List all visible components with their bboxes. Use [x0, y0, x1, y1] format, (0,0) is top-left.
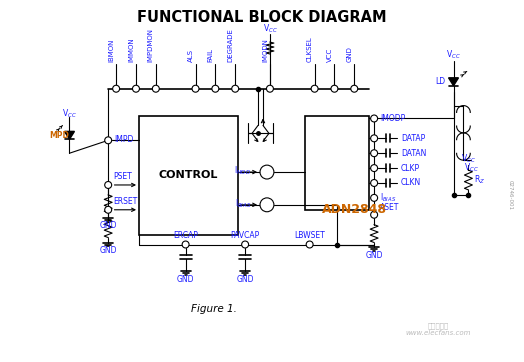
- Text: DATAP: DATAP: [401, 134, 425, 143]
- Bar: [139, 115, 238, 235]
- Text: IMMON: IMMON: [128, 37, 134, 62]
- Circle shape: [192, 85, 199, 92]
- Text: ASET: ASET: [380, 203, 399, 212]
- Circle shape: [260, 198, 274, 212]
- Circle shape: [182, 241, 189, 248]
- Text: GND: GND: [100, 246, 117, 255]
- Text: I$_{BIAS}$: I$_{BIAS}$: [380, 191, 397, 204]
- Text: GND: GND: [177, 275, 194, 284]
- Circle shape: [370, 165, 378, 172]
- Circle shape: [306, 241, 313, 248]
- Text: CLKN: CLKN: [401, 178, 421, 188]
- Text: IMPDMON: IMPDMON: [148, 28, 154, 62]
- Text: DEGRADE: DEGRADE: [227, 28, 233, 62]
- Circle shape: [105, 137, 112, 144]
- Bar: [304, 115, 369, 210]
- Circle shape: [370, 150, 378, 157]
- Text: V$_{CC}$: V$_{CC}$: [461, 153, 476, 165]
- Text: 电子发烧友
www.elecfans.com: 电子发烧友 www.elecfans.com: [406, 322, 472, 336]
- Text: FAIL: FAIL: [208, 48, 213, 62]
- Circle shape: [152, 85, 159, 92]
- Text: IMODN: IMODN: [262, 38, 268, 62]
- Circle shape: [311, 85, 318, 92]
- Circle shape: [105, 181, 112, 189]
- Circle shape: [370, 211, 378, 218]
- Circle shape: [370, 115, 378, 122]
- Text: GND: GND: [346, 46, 352, 62]
- Text: LD: LD: [435, 77, 445, 86]
- Polygon shape: [449, 78, 458, 86]
- Text: LBWSET: LBWSET: [294, 231, 325, 240]
- Text: IBMON: IBMON: [108, 38, 114, 62]
- Circle shape: [133, 85, 139, 92]
- Circle shape: [370, 135, 378, 142]
- Text: MPD: MPD: [50, 131, 70, 140]
- Text: CLKSEL: CLKSEL: [307, 36, 313, 62]
- Text: PSET: PSET: [113, 172, 132, 181]
- Circle shape: [351, 85, 358, 92]
- Text: ERSET: ERSET: [113, 197, 137, 206]
- Circle shape: [212, 85, 219, 92]
- Circle shape: [370, 180, 378, 186]
- Text: IMPD: IMPD: [114, 135, 134, 144]
- Circle shape: [242, 241, 248, 248]
- Circle shape: [267, 85, 274, 92]
- Text: VCC: VCC: [326, 48, 332, 62]
- Text: V$_{CC}$: V$_{CC}$: [263, 23, 277, 35]
- Circle shape: [331, 85, 338, 92]
- Polygon shape: [64, 131, 74, 139]
- Circle shape: [113, 85, 119, 92]
- Text: ADN2848: ADN2848: [322, 203, 387, 216]
- Circle shape: [232, 85, 238, 92]
- Circle shape: [260, 165, 274, 179]
- Text: PAVCAP: PAVCAP: [231, 231, 260, 240]
- Text: V$_{CC}$: V$_{CC}$: [464, 162, 479, 174]
- Text: FUNCTIONAL BLOCK DIAGRAM: FUNCTIONAL BLOCK DIAGRAM: [137, 10, 387, 25]
- Text: CONTROL: CONTROL: [159, 170, 219, 180]
- Text: ALS: ALS: [188, 49, 193, 62]
- Text: R$_Z$: R$_Z$: [474, 174, 486, 186]
- Text: I$_{MOD}$: I$_{MOD}$: [234, 165, 251, 177]
- Circle shape: [105, 206, 112, 213]
- Text: GND: GND: [236, 275, 254, 284]
- Text: 02746-001: 02746-001: [508, 180, 512, 210]
- Text: GND: GND: [365, 251, 383, 260]
- Text: I$_{BIAS}$: I$_{BIAS}$: [235, 198, 251, 210]
- Circle shape: [370, 194, 378, 201]
- Text: DATAN: DATAN: [401, 149, 427, 158]
- Text: ERCAP: ERCAP: [173, 231, 198, 240]
- Text: GND: GND: [100, 221, 117, 230]
- Text: V$_{CC}$: V$_{CC}$: [446, 49, 461, 61]
- Text: Figure 1.: Figure 1.: [191, 304, 236, 314]
- Text: CLKP: CLKP: [401, 164, 420, 173]
- Text: IMODP: IMODP: [380, 114, 406, 123]
- Text: V$_{CC}$: V$_{CC}$: [62, 107, 77, 120]
